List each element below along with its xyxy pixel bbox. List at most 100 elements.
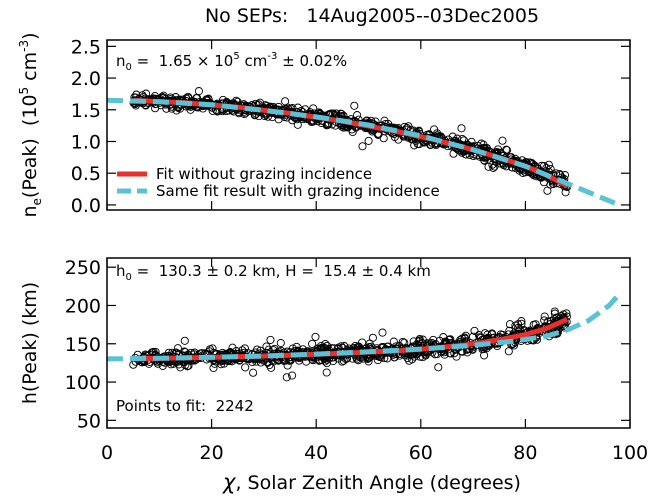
points-to-fit-label: Points to fit: 2242 [116, 397, 254, 415]
top-annotation: n0 = 1.65 × 105 cm-3 ± 0.02% [116, 51, 347, 73]
data-point [504, 347, 513, 356]
data-point [373, 356, 382, 365]
fit-with-grazing-line [106, 97, 621, 208]
data-point [430, 125, 439, 134]
data-point [288, 344, 297, 353]
top-ytick-label: 1.0 [71, 131, 101, 153]
data-point [498, 136, 507, 145]
data-point [322, 121, 331, 130]
x-tick-label: 40 [304, 442, 328, 464]
data-point [490, 162, 499, 171]
data-point [502, 145, 511, 154]
data-point [282, 373, 291, 382]
data-point [311, 332, 320, 341]
data-point [540, 316, 549, 325]
data-point [380, 116, 389, 125]
top-ytick-label: 0.0 [71, 195, 101, 217]
data-point [546, 164, 555, 174]
x-tick-labels: 0 20 40 60 80 100 [101, 442, 648, 464]
x-tick-label: 100 [612, 442, 648, 464]
data-point [358, 142, 367, 151]
data-point [439, 333, 448, 342]
data-point [431, 350, 440, 359]
top-x-ticks [106, 40, 631, 210]
data-point [489, 163, 498, 172]
bottom-annotation: h0 = 130.3 ± 0.2 km, H = 15.4 ± 0.4 km [116, 262, 431, 283]
top-ytick-label: 0.5 [71, 163, 101, 185]
data-point [543, 186, 552, 195]
data-point [293, 120, 302, 129]
data-point [480, 351, 489, 360]
x-tick-label: 80 [513, 442, 537, 464]
data-point [332, 109, 341, 118]
data-point [457, 124, 466, 133]
legend-label-without-grazing: Fit without grazing incidence [156, 165, 372, 183]
top-y-ticks: 0.0 0.5 1.0 1.5 2.0 2.5 [71, 36, 630, 217]
data-point [448, 132, 457, 141]
data-point [405, 356, 414, 365]
top-fit-lines [106, 97, 621, 208]
data-point [350, 101, 359, 110]
data-point [266, 335, 275, 344]
bottom-fit-lines [106, 292, 622, 362]
x-tick-label: 60 [409, 442, 433, 464]
data-point [364, 136, 373, 145]
data-point [254, 112, 263, 121]
bottom-plot-frame [106, 257, 631, 429]
data-point [173, 344, 182, 353]
data-point [281, 97, 290, 106]
data-point [276, 338, 285, 348]
data-point [194, 87, 203, 96]
data-point [460, 334, 469, 343]
data-point [265, 360, 274, 370]
data-point [552, 313, 561, 322]
data-point [378, 328, 387, 337]
top-plot-frame [106, 39, 631, 211]
data-point [488, 160, 497, 169]
data-point [505, 320, 514, 329]
bottom-ytick-label: 50 [77, 410, 101, 432]
bottom-ytick-label: 200 [65, 295, 101, 317]
data-point [329, 356, 338, 366]
bottom-ytick-label: 150 [65, 334, 101, 356]
data-point [394, 135, 403, 144]
x-tick-label: 0 [101, 442, 113, 464]
top-ytick-label: 2.5 [71, 36, 101, 58]
data-point [240, 344, 249, 353]
bottom-panel: 50 100 150 200 250 h0 = 130.3 ± 0.2 km, H = … [19, 257, 631, 432]
data-point [415, 336, 424, 345]
data-point [184, 92, 193, 101]
legend-label-with-grazing: Same fit result with grazing incidence [156, 182, 440, 200]
data-point [151, 347, 160, 356]
top-ytick-label: 2.0 [71, 68, 101, 90]
data-point [151, 104, 160, 113]
data-point [249, 368, 258, 377]
data-point [414, 337, 423, 346]
data-point [389, 337, 398, 346]
data-point [322, 368, 331, 377]
data-point [487, 329, 497, 338]
data-point [483, 330, 492, 339]
data-point [479, 140, 488, 149]
data-point [308, 339, 317, 348]
data-point [264, 345, 273, 354]
data-point [321, 357, 330, 366]
legend: Fit without grazing incidence Same fit r… [117, 165, 440, 200]
data-point [511, 321, 520, 330]
data-point [288, 371, 297, 380]
data-point [309, 104, 318, 113]
bottom-ytick-label: 100 [65, 372, 101, 394]
data-point [340, 342, 349, 351]
x-tick-label: 20 [200, 442, 224, 464]
data-point [209, 363, 218, 373]
x-axis-label: χ, Solar Zenith Angle (degrees) [222, 470, 521, 494]
bottom-y-axis-label: h(Peak) (km) [19, 282, 41, 404]
top-ytick-label: 1.5 [71, 100, 101, 122]
bottom-x-ticks [106, 258, 631, 428]
bottom-ytick-label: 250 [65, 257, 101, 279]
data-point [256, 358, 265, 367]
bottom-y-ticks: 50 100 150 200 250 [65, 257, 630, 432]
data-point [180, 336, 189, 345]
chart-title: No SEPs: 14Aug2005--03Dec2005 [205, 5, 539, 27]
